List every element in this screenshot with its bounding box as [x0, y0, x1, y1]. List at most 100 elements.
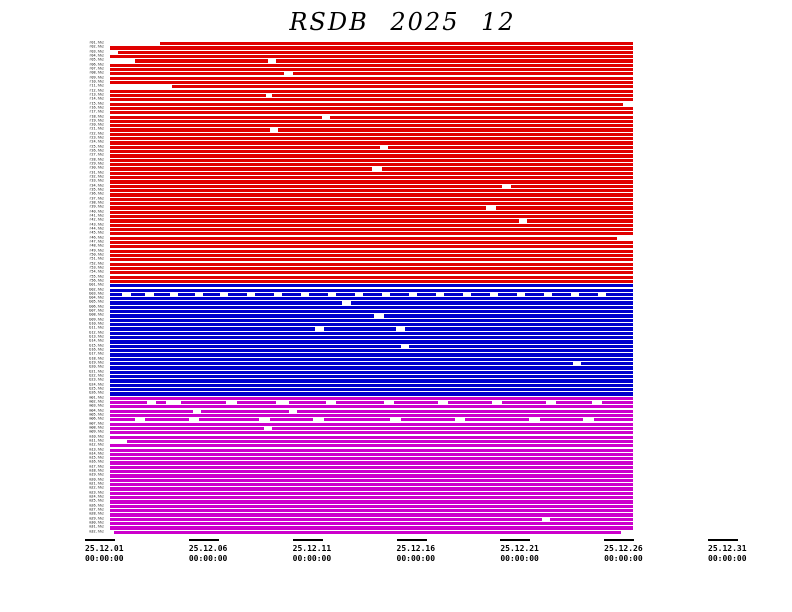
bar-segment [363, 292, 382, 297]
row-label: r27.hhz [89, 152, 104, 157]
bar-segment [271, 426, 634, 431]
bar-segment [390, 292, 409, 297]
row-label: b06.hhz [89, 304, 104, 309]
row-label: b19.hhz [89, 360, 104, 365]
bar-segment [109, 219, 519, 223]
bar-segment [109, 171, 634, 175]
x-axis-tick [188, 539, 219, 541]
bar-segment [606, 292, 634, 297]
bar-segment [109, 383, 634, 387]
bar-segment [330, 115, 634, 119]
bar-segment [527, 219, 634, 223]
bar-segment [109, 461, 634, 465]
bar-segment [236, 400, 277, 405]
bar-segment [556, 400, 592, 405]
bar-segment [109, 236, 617, 240]
x-axis-tick [292, 539, 323, 541]
bar-segment [109, 487, 634, 491]
bar-segment [109, 288, 634, 292]
row-label: r22.hhz [89, 131, 104, 136]
row-label: r03.hhz [89, 49, 104, 54]
row-label: b21.hhz [89, 369, 104, 374]
row-label: r45.hhz [89, 230, 104, 235]
row-label: r10.hhz [89, 79, 104, 84]
x-tick-label: 25.12.31 00:00:00 [708, 544, 747, 563]
bar-segment [109, 154, 634, 158]
bar-segment [109, 240, 634, 245]
bar-segment [550, 517, 634, 521]
bar-segment [203, 292, 220, 297]
row-label: r53.hhz [89, 265, 104, 270]
row-label: r31.hhz [89, 170, 104, 175]
bar-segment [114, 530, 621, 534]
x-tick-label: 25.12.16 00:00:00 [396, 544, 436, 563]
row-label: b18.hhz [89, 356, 104, 361]
bar-segment [109, 409, 193, 413]
x-axis-tick [708, 539, 738, 541]
row-label: r47.hhz [89, 239, 104, 244]
bar-segment [552, 292, 571, 297]
bar-segment [539, 418, 584, 422]
row-label: m20.hhz [89, 477, 104, 482]
row-label: r14.hhz [89, 96, 104, 101]
row-label: m08.hhz [89, 425, 104, 430]
bar-segment [109, 387, 634, 392]
bar-segment [109, 483, 634, 487]
row-label: r19.hhz [89, 118, 104, 123]
bar-segment [109, 470, 634, 474]
row-label: r35.hhz [89, 187, 104, 192]
bar-segment [109, 310, 634, 314]
bar-segment [109, 141, 634, 145]
bar-segment [109, 180, 634, 184]
bar-segment [109, 435, 634, 439]
bar-segment [109, 444, 634, 448]
row-label: m14.hhz [89, 451, 104, 456]
bar-segment [109, 227, 634, 232]
bar-segment [282, 292, 301, 297]
bar-segment [109, 457, 634, 461]
bar-segment [109, 478, 634, 482]
row-label: b05.hhz [89, 299, 104, 304]
bar-segment [109, 284, 634, 288]
row-label: r33.hhz [89, 178, 104, 183]
row-label: r30.hhz [89, 165, 104, 170]
bar-segment [109, 163, 634, 167]
bar-segment [109, 128, 270, 132]
bar-segment [109, 80, 634, 85]
bar-segment [109, 271, 634, 275]
bar-segment [134, 59, 268, 63]
bar-segment [292, 72, 634, 76]
bar-segment [109, 465, 634, 470]
bar-segment [109, 197, 634, 201]
bar-segment [109, 491, 634, 495]
bar-segment [496, 206, 634, 210]
row-label: m21.hhz [89, 481, 104, 486]
bar-segment [109, 214, 634, 219]
bar-segment [201, 409, 289, 413]
bar-segment [109, 500, 634, 504]
row-label: r24.hhz [89, 139, 104, 144]
bar-segment [109, 137, 634, 141]
bar-segment [159, 42, 634, 46]
row-label: m15.hhz [89, 455, 104, 460]
bar-segment [109, 119, 634, 124]
bar-segment [109, 392, 634, 396]
bar-segment [109, 448, 634, 452]
bar-segment [178, 292, 196, 297]
bar-segment [381, 167, 634, 171]
row-label: b23.hhz [89, 377, 104, 382]
bar-segment [109, 275, 634, 279]
bar-segment [109, 223, 634, 227]
row-label: r02.hhz [89, 44, 104, 49]
row-label: r20.hhz [89, 122, 104, 127]
bar-segment [109, 366, 634, 370]
row-label: r21.hhz [89, 126, 104, 131]
row-label: m17.hhz [89, 464, 104, 469]
x-axis-tick [500, 539, 531, 541]
bar-segment [109, 89, 634, 93]
bar-segment [579, 292, 598, 297]
row-label: r26.hhz [89, 148, 104, 153]
row-label: b07.hhz [89, 308, 104, 313]
row-label: r40.hhz [89, 209, 104, 214]
row-label: b16.hhz [89, 347, 104, 352]
